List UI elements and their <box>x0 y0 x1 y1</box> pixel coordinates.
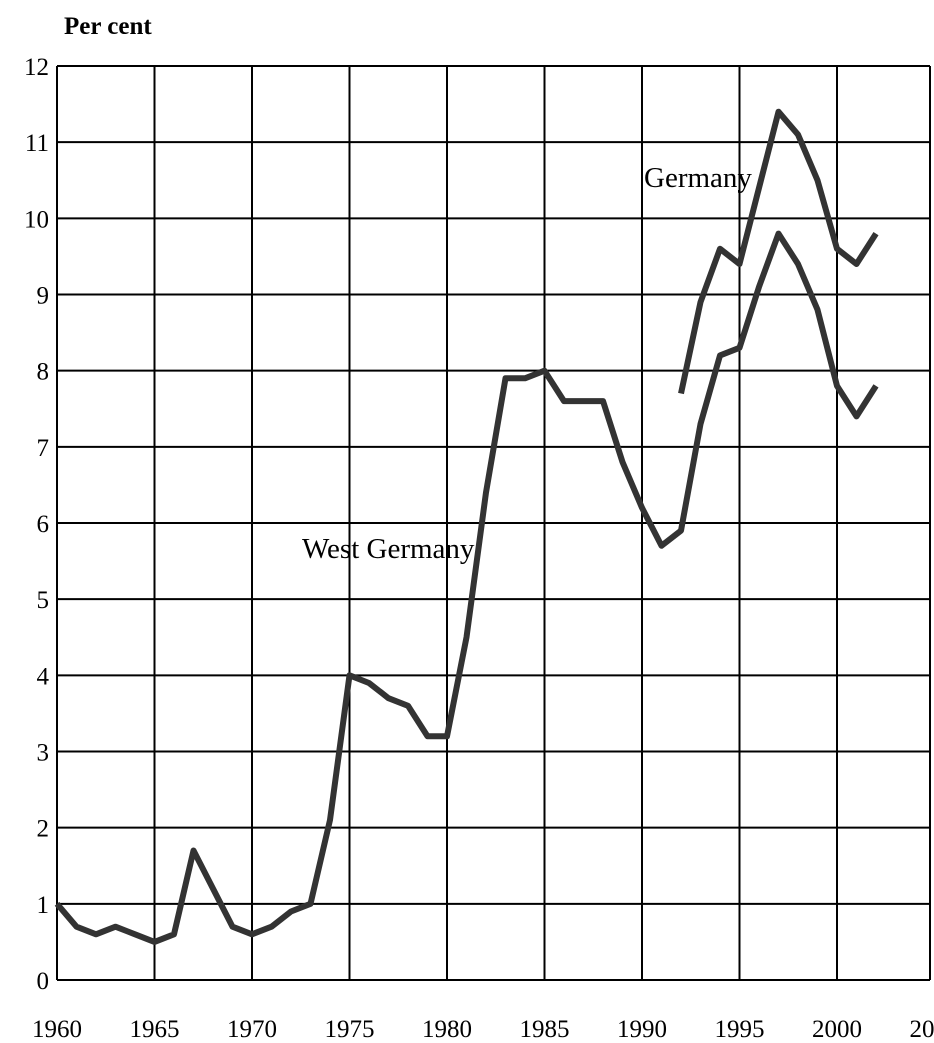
y-tick-label-4: 4 <box>37 663 50 690</box>
x-tick-label-1970: 1970 <box>227 1016 277 1043</box>
x-tick-label-2000: 2000 <box>812 1016 862 1043</box>
x-tick-label-1980: 1980 <box>422 1016 472 1043</box>
y-tick-label-5: 5 <box>37 587 50 614</box>
series-lines <box>54 108 879 945</box>
x-tick-label-1975: 1975 <box>325 1016 375 1043</box>
x-tick-label-1995: 1995 <box>715 1016 765 1043</box>
y-tick-label-9: 9 <box>37 283 50 310</box>
x-tick-label-1965: 1965 <box>130 1016 180 1043</box>
y-tick-label-6: 6 <box>37 511 50 538</box>
y-tick-label-11: 11 <box>25 130 49 157</box>
series-label-west-germany: West Germany <box>302 533 475 565</box>
x-tick-label-2005: 2005 <box>910 1016 934 1043</box>
x-tick-label-1960: 1960 <box>32 1016 82 1043</box>
series-line-west-germany <box>54 230 879 945</box>
x-tick-labels: 1960 1965 1970 1975 1980 1985 1990 1995 2000 2005 <box>32 1016 934 1043</box>
series-label-germany: Germany <box>644 162 752 194</box>
y-tick-label-8: 8 <box>37 359 50 386</box>
x-tick-label-1990: 1990 <box>617 1016 667 1043</box>
y-tick-label-7: 7 <box>37 435 50 462</box>
grid <box>56 65 931 981</box>
series-line-germany <box>678 108 879 395</box>
y-tick-label-2: 2 <box>37 816 50 843</box>
y-tick-label-3: 3 <box>37 740 50 767</box>
y-axis-label: Per cent <box>64 13 152 40</box>
y-tick-label-0: 0 <box>37 968 50 995</box>
y-tick-label-1: 1 <box>37 892 50 919</box>
x-tick-label-1985: 1985 <box>520 1016 570 1043</box>
y-tick-label-10: 10 <box>24 206 49 233</box>
y-tick-label-12: 12 <box>24 54 49 81</box>
